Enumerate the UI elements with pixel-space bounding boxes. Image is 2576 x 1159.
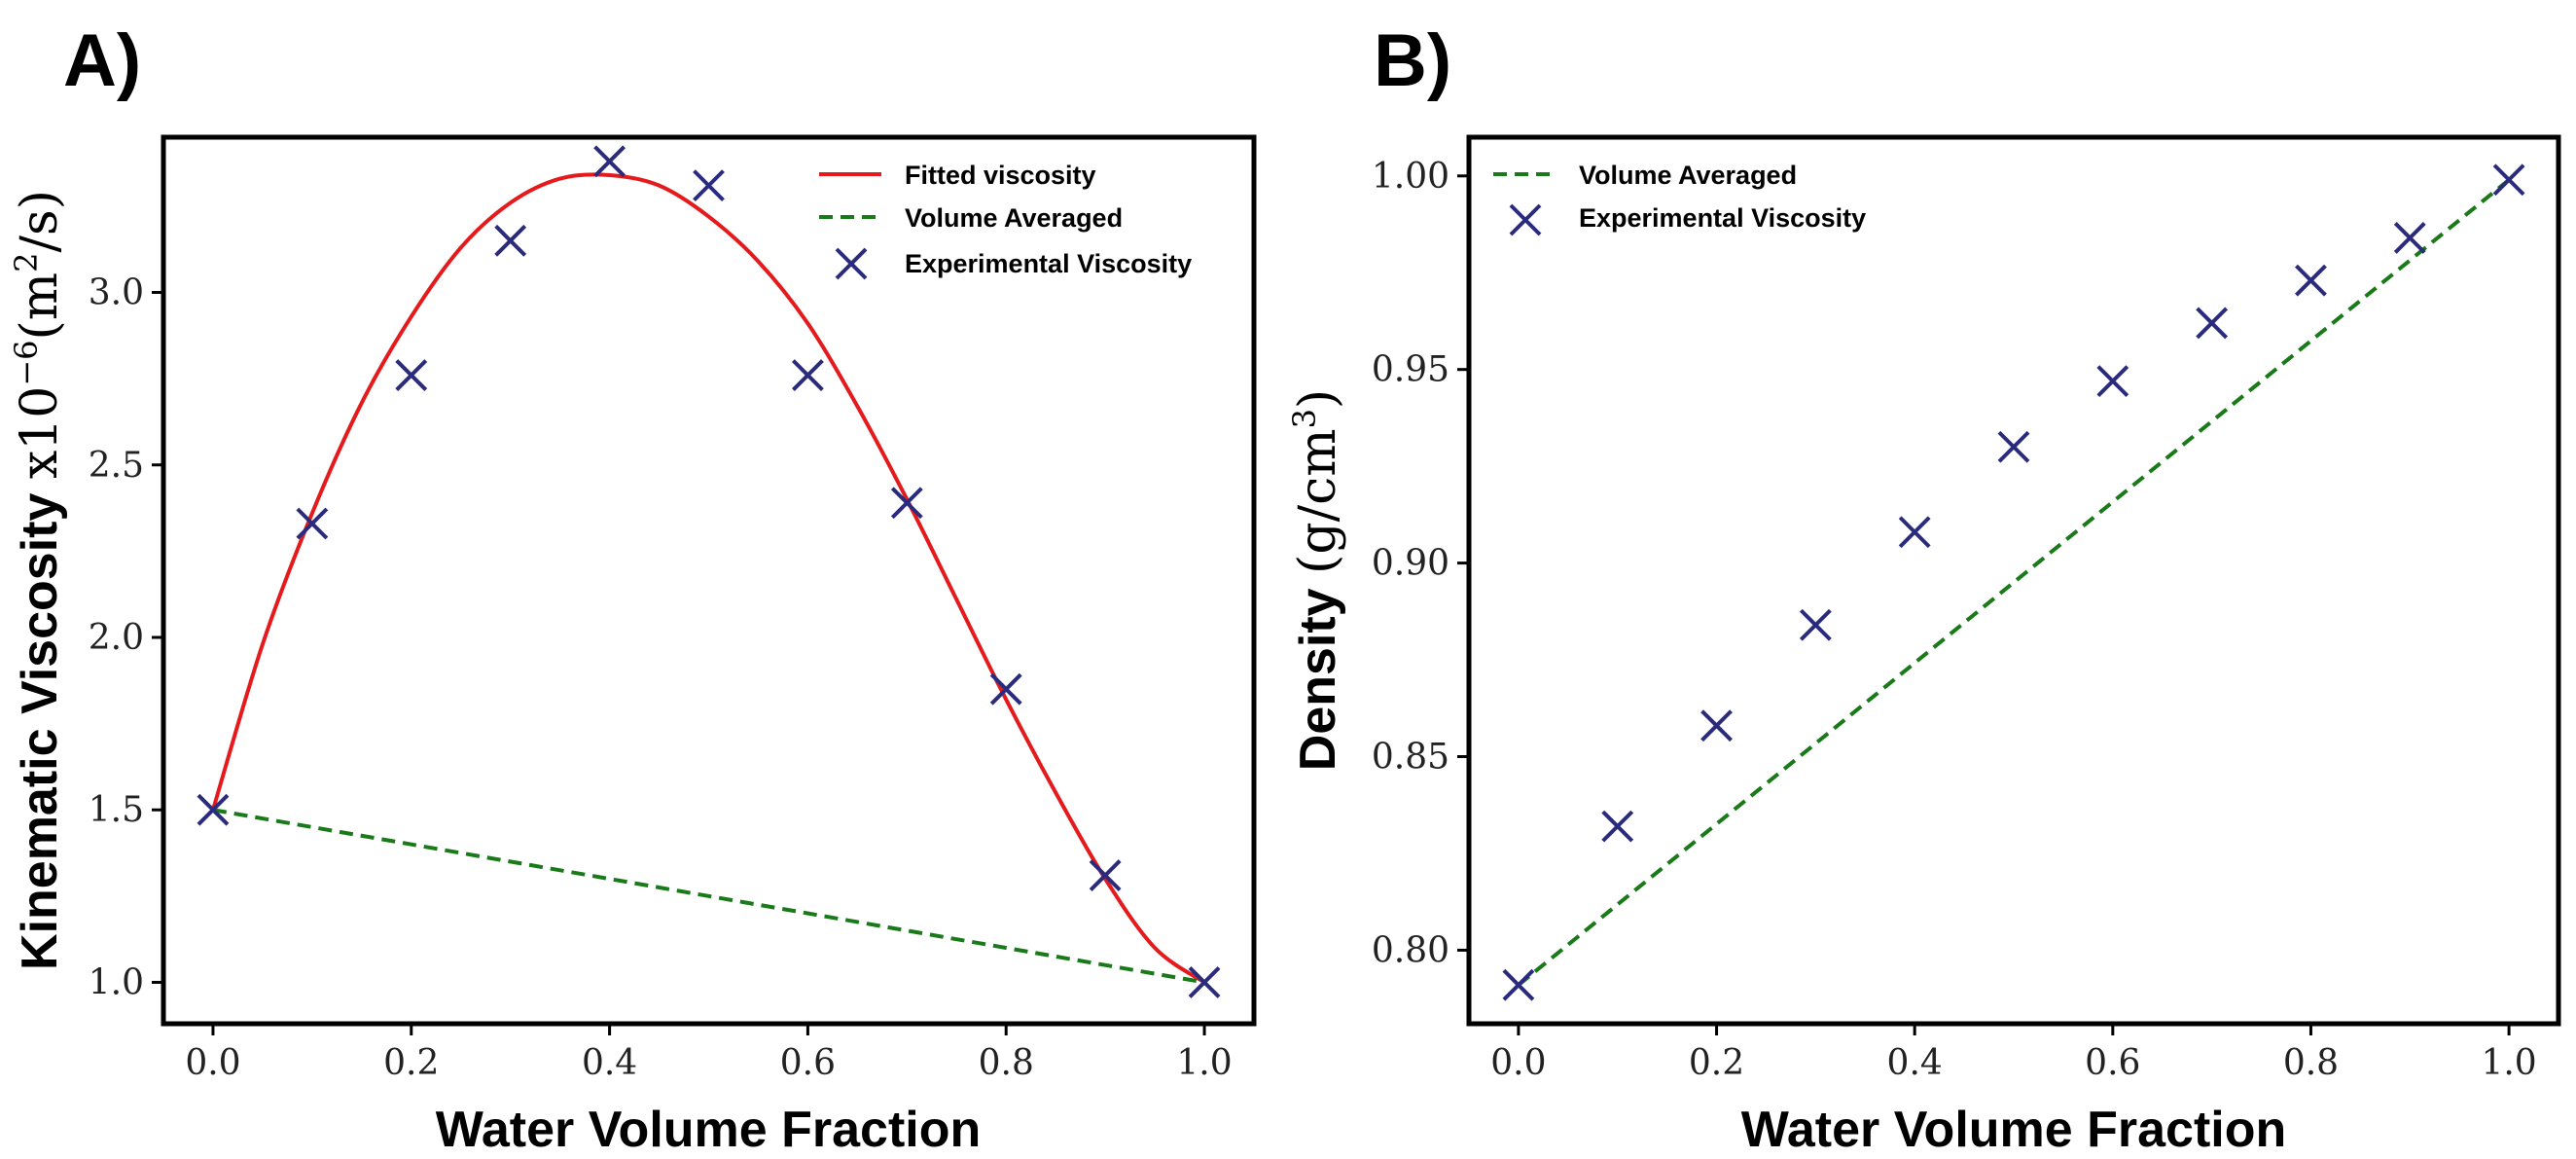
panel-a-x-tick-label: 0.8 — [979, 1043, 1034, 1083]
panel-a: A) 0.0 0.2 0.4 0.6 0.8 1.0 1.0 1.5 2.0 2.5 3.0 Wa… — [8, 19, 1257, 1158]
panel-a-experimental-point — [890, 487, 923, 520]
panel-b-y-title-units-open: (g/cm — [1289, 428, 1347, 574]
panel-b-experimental-point — [1997, 430, 2030, 463]
panel-a-y-tick-label: 1.5 — [89, 790, 144, 830]
panel-b-x-tick-label: 0.6 — [2085, 1043, 2140, 1083]
legend-b-experimental-marker — [1509, 203, 1542, 236]
panel-a-y-title-units-open: (m — [11, 272, 69, 341]
legend-a-volume-label: Volume Averaged — [905, 203, 1123, 233]
panel-b-series-volume-averaged-line — [1517, 178, 2511, 987]
panel-b-x-tick-label: 1.0 — [2481, 1043, 2536, 1083]
panel-a-y-tick-label: 3.0 — [89, 273, 144, 313]
panel-a-label: A) — [63, 19, 141, 102]
panel-b-x-axis-title: Water Volume Fraction — [1741, 1102, 2287, 1158]
panel-a-series-fitted-viscosity-line — [211, 172, 1206, 985]
panel-b-y-tick-label: 0.85 — [1372, 738, 1449, 778]
panel-a-experimental-point — [593, 145, 626, 178]
panel-b-x-tick-label: 0.8 — [2283, 1043, 2339, 1083]
panel-b-frame — [1466, 134, 2561, 1027]
panel-a-x-tick-label: 0.2 — [383, 1043, 439, 1083]
panel-b-y-tick-label: 1.00 — [1372, 157, 1449, 197]
panel-b-experimental-point — [2492, 163, 2525, 197]
panel-a-y-title-exp: −6 — [8, 340, 45, 385]
panel-b-experimental-point — [1799, 608, 1832, 641]
panel-b-y-title-units-sup: 3 — [1286, 409, 1323, 428]
panel-a-y-axis-title: Kinematic Viscosity x10−6(m2/s) — [8, 190, 69, 970]
panel-b-experimental-point — [1700, 709, 1733, 742]
legend-b-experimental-label: Experimental Viscosity — [1579, 203, 1866, 233]
legend-b-volume-label: Volume Averaged — [1579, 161, 1797, 190]
panel-a-y-ticks: 1.0 1.5 2.0 2.5 3.0 — [89, 273, 163, 1002]
panel-b-experimental-point — [1898, 516, 1931, 549]
panel-b-legend: Volume Averaged Experimental Viscosity — [1493, 161, 1866, 236]
panel-b-x-tick-label: 0.2 — [1689, 1043, 1744, 1083]
panel-a-y-title-main: Kinematic Viscosity — [12, 479, 68, 970]
panel-a-x-tick-label: 0.0 — [185, 1043, 240, 1083]
panel-a-x-ticks: 0.0 0.2 0.4 0.6 0.8 1.0 — [185, 1024, 1233, 1083]
panel-b-experimental-point — [1502, 968, 1535, 1001]
panel-b-x-tick-label: 0.4 — [1887, 1043, 1943, 1083]
panel-b-y-tick-label: 0.95 — [1372, 350, 1449, 390]
panel-a-y-tick-label: 1.0 — [89, 962, 144, 1002]
panel-b-y-tick-label: 0.90 — [1372, 544, 1449, 584]
panel-a-legend: Fitted viscosity Volume Averaged Experim… — [819, 161, 1192, 280]
panel-a-experimental-point — [791, 359, 824, 392]
panel-b-experimental-point — [2096, 365, 2129, 398]
panel-a-series-volume-averaged-line — [212, 808, 1205, 985]
legend-a-fitted-label: Fitted viscosity — [905, 161, 1096, 190]
panel-b-x-ticks: 0.0 0.2 0.4 0.6 0.8 1.0 — [1490, 1024, 2537, 1083]
panel-a-frame — [161, 134, 1257, 1027]
panel-b-experimental-point — [2393, 222, 2426, 254]
panel-a-y-title-units-close: /s) — [11, 190, 69, 253]
panel-a-experimental-point — [1188, 966, 1221, 998]
legend-a-experimental-marker — [835, 247, 868, 280]
panel-a-plot-area — [197, 145, 1221, 998]
panel-a-y-title-units-sup: 2 — [8, 253, 45, 272]
panel-a-experimental-point — [395, 359, 428, 392]
panel-b-plot-area — [1502, 163, 2525, 1001]
panel-b-y-title-units-close: ) — [1289, 389, 1347, 409]
panel-a-experimental-point — [197, 793, 230, 826]
panel-b-label: B) — [1374, 19, 1451, 102]
panel-a-x-tick-label: 1.0 — [1176, 1043, 1232, 1083]
panel-b: B) 0.0 0.2 0.4 0.6 0.8 1.0 0.80 0.85 0.90 0.95 1.… — [1286, 19, 2561, 1158]
panel-a-y-tick-label: 2.5 — [89, 446, 144, 486]
panel-a-x-tick-label: 0.4 — [582, 1043, 637, 1083]
panel-b-y-title-main: Density — [1290, 574, 1346, 771]
panel-b-x-tick-label: 0.0 — [1490, 1043, 1546, 1083]
panel-a-x-tick-label: 0.6 — [780, 1043, 836, 1083]
panel-a-y-tick-label: 2.0 — [89, 618, 144, 658]
panel-a-experimental-point — [494, 224, 527, 257]
panel-a-experimental-point — [989, 672, 1022, 706]
panel-a-x-axis-title: Water Volume Fraction — [436, 1102, 982, 1158]
panel-a-y-title-scale: x10 — [11, 386, 69, 480]
panel-b-y-axis-title: Density (g/cm3) — [1286, 389, 1347, 771]
panel-b-y-ticks: 0.80 0.85 0.90 0.95 1.00 — [1372, 157, 1469, 970]
panel-a-experimental-point — [693, 169, 725, 202]
panel-a-experimental-point — [296, 507, 329, 540]
legend-a-experimental-label: Experimental Viscosity — [905, 249, 1192, 278]
panel-b-y-tick-label: 0.80 — [1372, 930, 1449, 970]
panel-b-experimental-point — [2295, 264, 2327, 297]
panel-b-experimental-point — [2196, 307, 2229, 340]
panel-b-experimental-point — [1601, 810, 1634, 843]
panel-a-experimental-point — [1089, 859, 1122, 891]
